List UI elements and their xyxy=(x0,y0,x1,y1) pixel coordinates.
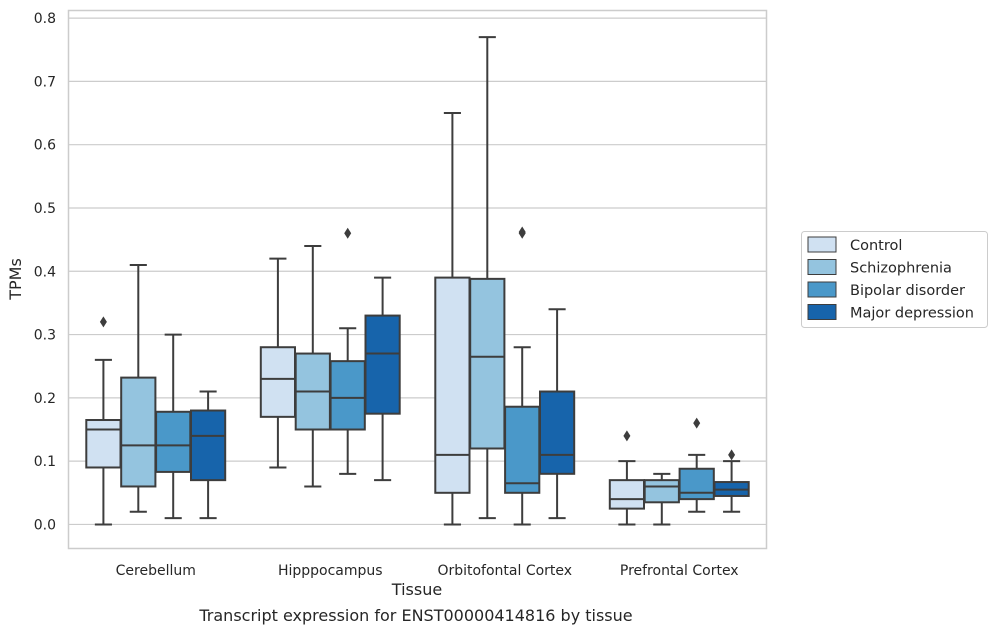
y-tick-label: 0.4 xyxy=(34,264,56,280)
y-tick-label: 0.7 xyxy=(34,74,56,90)
box xyxy=(643,479,680,504)
y-tick-label: 0.6 xyxy=(34,138,56,154)
legend-swatch xyxy=(807,259,837,275)
outlier-point xyxy=(728,449,736,461)
box xyxy=(120,376,157,488)
legend-swatch xyxy=(807,304,837,320)
box xyxy=(469,277,506,450)
legend-frame xyxy=(801,231,988,328)
x-tick-label: Orbitofontal Cortex xyxy=(437,563,572,579)
legend-label: Major depression xyxy=(850,306,974,322)
y-tick-label: 0.0 xyxy=(34,517,56,533)
box xyxy=(259,346,297,418)
box-group xyxy=(294,244,331,488)
y-axis-label: TPMs xyxy=(6,258,25,301)
legend-label: Control xyxy=(850,238,902,254)
legend-label: Schizophrenia xyxy=(850,261,952,277)
y-axis-ticks: 0.0 0.1 0.2 0.3 0.4 0.5 0.6 0.7 0.8 xyxy=(34,11,56,533)
y-tick-label: 0.5 xyxy=(34,201,56,217)
box xyxy=(538,390,576,475)
box-group xyxy=(678,417,715,513)
box xyxy=(329,360,366,431)
box xyxy=(434,276,471,494)
y-tick-label: 0.1 xyxy=(34,454,56,470)
x-tick-label: Prefrontal Cortex xyxy=(620,563,739,579)
box-group xyxy=(538,308,576,520)
y-tick-label: 0.3 xyxy=(34,328,56,344)
box-series xyxy=(85,36,750,526)
legend-swatch xyxy=(807,236,837,253)
box-group xyxy=(120,263,157,513)
box xyxy=(85,419,122,469)
outlier-point xyxy=(99,316,107,328)
box-group xyxy=(259,257,297,469)
x-axis-label: Tissue xyxy=(391,580,442,599)
box-group xyxy=(504,226,541,526)
x-tick-label: Hipppocampus xyxy=(278,563,383,579)
outlier-point xyxy=(693,417,701,429)
outlier-point xyxy=(623,430,631,442)
box xyxy=(504,405,541,494)
box xyxy=(189,409,227,482)
box-group xyxy=(155,333,192,520)
outlier-point xyxy=(518,226,526,238)
box-group xyxy=(329,227,366,475)
box-group xyxy=(189,390,227,520)
legend: Control Schizophrenia Bipolar disorder Majo… xyxy=(801,231,988,328)
box-group xyxy=(364,276,401,482)
outlier-point xyxy=(344,227,352,239)
y-tick-label: 0.8 xyxy=(34,11,56,27)
box xyxy=(608,479,646,510)
legend-swatch xyxy=(807,281,837,298)
box xyxy=(364,314,401,415)
x-axis-ticks: Cerebellum Hipppocampus Orbitofontal Corte… xyxy=(116,563,739,579)
box-group xyxy=(469,36,506,520)
y-tick-label: 0.2 xyxy=(34,391,56,407)
box xyxy=(155,410,192,473)
box-group xyxy=(434,112,471,526)
box-group xyxy=(85,316,122,526)
legend-label: Bipolar disorder xyxy=(850,283,965,299)
box-group xyxy=(713,449,750,513)
figure-caption: Transcript expression for ENST0000041481… xyxy=(199,606,633,625)
x-tick-label: Cerebellum xyxy=(116,563,196,579)
box xyxy=(678,467,715,501)
